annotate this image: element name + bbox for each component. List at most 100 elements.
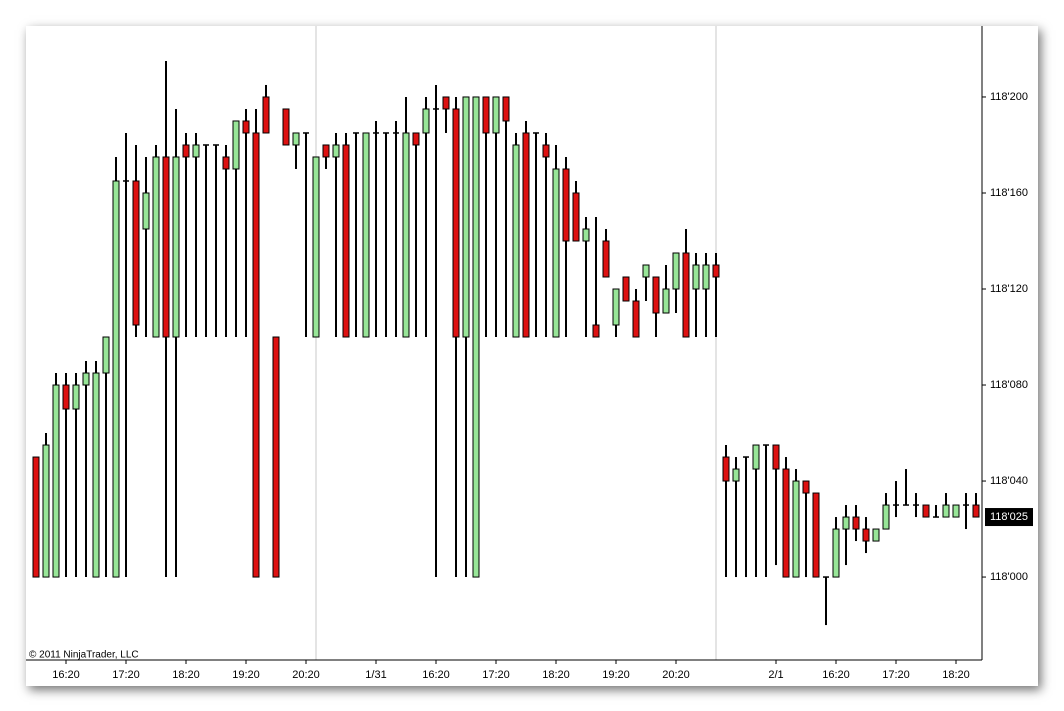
candle-body — [342, 144, 350, 338]
x-tick-label: 16:20 — [822, 669, 850, 681]
candle-body — [92, 372, 100, 578]
candle-body — [702, 264, 710, 290]
candle-body — [32, 456, 40, 578]
candle-body — [192, 144, 200, 158]
candle-body — [52, 384, 60, 578]
candle-body — [692, 264, 700, 290]
y-tick-label: 118'000 — [990, 571, 1028, 583]
x-tick-label: 1/31 — [365, 669, 386, 681]
candle-body — [282, 108, 290, 146]
candle-body — [542, 144, 550, 158]
x-tick-label: 18:20 — [172, 669, 200, 681]
candle-body — [362, 132, 370, 338]
candle-body — [612, 288, 620, 326]
last-price-box — [985, 508, 1033, 527]
candle-body — [112, 180, 120, 578]
candle-body — [812, 492, 820, 578]
candle-body — [942, 504, 950, 518]
candle-body — [412, 132, 420, 146]
y-tick-label: 118'160 — [990, 187, 1028, 199]
candle-body — [162, 156, 170, 338]
x-tick-label: 17:20 — [112, 669, 140, 681]
candle-body — [152, 156, 160, 338]
candle-body — [712, 264, 720, 278]
x-tick-label: 18:20 — [942, 669, 970, 681]
candle-body — [952, 504, 960, 518]
x-tick-label: 19:20 — [232, 669, 260, 681]
x-tick-label: 2/1 — [768, 669, 783, 681]
candle-body — [182, 144, 190, 158]
x-tick-label: 20:20 — [292, 669, 320, 681]
candle-body — [682, 252, 690, 338]
y-tick-label: 118'200 — [990, 91, 1028, 103]
candle-body — [452, 108, 460, 338]
candle-body — [722, 456, 730, 482]
candle-body — [872, 528, 880, 542]
candle-body — [882, 504, 890, 530]
candle-body — [562, 168, 570, 242]
last-price-label: 118'025 — [990, 511, 1028, 523]
candle-body — [482, 96, 490, 134]
candle-body — [672, 252, 680, 290]
candle-body — [242, 120, 250, 134]
candle-body — [652, 276, 660, 314]
credit: © 2011 NinjaTrader, LLC — [29, 650, 139, 661]
candle-body — [642, 264, 650, 278]
candle-body — [82, 372, 90, 386]
candle-body — [42, 444, 50, 578]
candle-body — [842, 516, 850, 530]
candle-body — [492, 96, 500, 134]
candle-body — [292, 132, 300, 146]
candle-body — [782, 468, 790, 578]
x-tick-label: 16:20 — [422, 669, 450, 681]
y-tick-label: 118'080 — [990, 379, 1028, 391]
candle-body — [752, 444, 760, 470]
candle-body — [472, 96, 480, 578]
candle-body — [502, 96, 510, 122]
y-tick-label: 118'040 — [990, 475, 1028, 487]
candle-body — [592, 324, 600, 338]
x-tick-label: 19:20 — [602, 669, 630, 681]
candle-body — [632, 300, 640, 338]
candle-body — [622, 276, 630, 302]
candle-body — [232, 120, 240, 170]
candle-body — [832, 528, 840, 578]
x-tick-label: 20:20 — [662, 669, 690, 681]
candle-body — [102, 336, 110, 374]
candle-body — [262, 96, 270, 134]
candle-body — [132, 180, 140, 326]
candle-body — [852, 516, 860, 530]
candle-body — [252, 132, 260, 578]
candle-body — [462, 96, 470, 338]
candle-body — [732, 468, 740, 482]
candle-body — [332, 144, 340, 158]
candle-body — [172, 156, 180, 338]
candle-body — [272, 336, 280, 578]
candle-body — [222, 156, 230, 170]
candle-body — [922, 504, 930, 518]
candle-body — [322, 144, 330, 158]
x-tick-label: 16:20 — [52, 669, 80, 681]
candle-body — [442, 96, 450, 110]
candle-body — [602, 240, 610, 278]
candle-body — [582, 228, 590, 242]
x-tick-label: 17:20 — [482, 669, 510, 681]
candle-body — [972, 504, 980, 518]
candle-body — [772, 444, 780, 470]
candle-body — [802, 480, 810, 494]
candle-body — [142, 192, 150, 230]
candle-body — [72, 384, 80, 410]
candle-body — [522, 132, 530, 338]
x-tick-label: 17:20 — [882, 669, 910, 681]
candle-body — [662, 288, 670, 314]
chart-frame — [26, 26, 1038, 686]
candle-body — [862, 528, 870, 542]
y-tick-label: 118'120 — [990, 283, 1028, 295]
candle-body — [62, 384, 70, 410]
candle-body — [312, 156, 320, 338]
candle-body — [512, 144, 520, 338]
candle-body — [552, 168, 560, 338]
candle-body — [792, 480, 800, 578]
